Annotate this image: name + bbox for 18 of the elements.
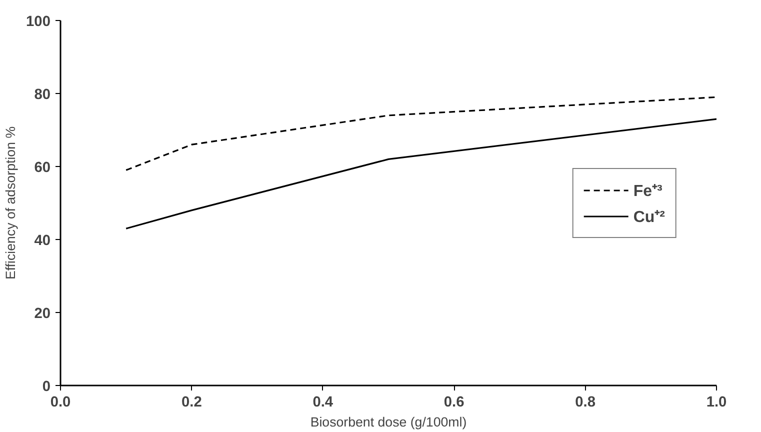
y-tick-label: 80 bbox=[34, 87, 51, 103]
y-axis-title: Efficiency of adsorption % bbox=[3, 126, 18, 280]
x-tick-label: 0.8 bbox=[575, 394, 596, 410]
y-tick-label: 20 bbox=[34, 306, 51, 322]
x-tick-label: 0.4 bbox=[312, 394, 334, 410]
legend-label: Cu⁺² bbox=[633, 208, 665, 226]
x-axis-title: Biosorbent dose (g/100ml) bbox=[310, 414, 467, 430]
legend-label: Fe⁺³ bbox=[633, 182, 662, 200]
x-tick-label: 0.0 bbox=[50, 394, 71, 410]
x-tick-label: 0.6 bbox=[444, 394, 464, 410]
x-tick-label: 1.0 bbox=[706, 394, 727, 410]
y-tick-label: 60 bbox=[34, 160, 51, 176]
line-series bbox=[125, 118, 716, 230]
y-tick-label: 0 bbox=[42, 379, 51, 395]
y-tick-label: 100 bbox=[26, 14, 51, 30]
y-tick-label: 40 bbox=[34, 233, 51, 249]
line-series bbox=[125, 96, 716, 171]
x-tick-label: 0.2 bbox=[182, 394, 202, 410]
